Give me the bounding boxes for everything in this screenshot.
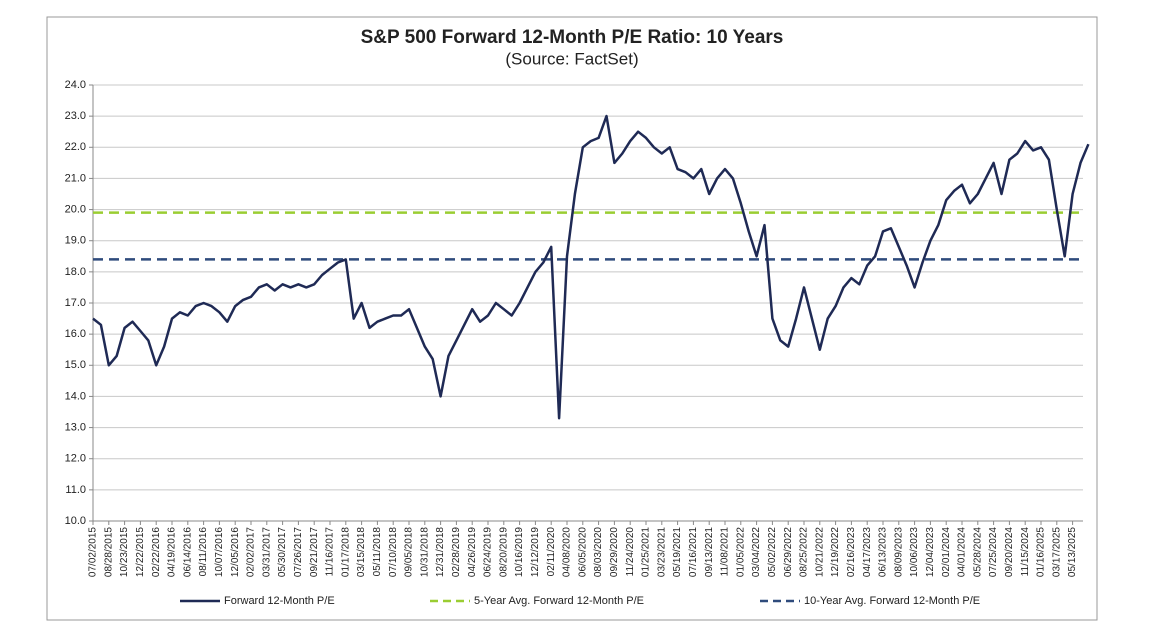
y-tick-label: 14.0 bbox=[65, 390, 86, 402]
x-tick-label: 10/16/2019 bbox=[514, 527, 525, 577]
x-tick-label: 03/31/2017 bbox=[261, 527, 272, 577]
x-tick-label: 10/06/2023 bbox=[909, 527, 920, 577]
x-tick-label: 01/05/2022 bbox=[735, 527, 746, 577]
y-tick-label: 22.0 bbox=[65, 141, 86, 153]
x-tick-label: 08/28/2015 bbox=[103, 527, 114, 577]
x-tick-label: 04/26/2019 bbox=[467, 527, 478, 577]
x-tick-label: 06/14/2016 bbox=[182, 527, 193, 577]
y-tick-label: 12.0 bbox=[65, 453, 86, 465]
x-tick-label: 01/17/2018 bbox=[340, 527, 351, 577]
x-tick-label: 03/04/2022 bbox=[751, 527, 762, 577]
x-tick-label: 07/26/2017 bbox=[293, 527, 304, 577]
x-tick-label: 11/15/2024 bbox=[1020, 527, 1031, 577]
x-tick-label: 10/23/2015 bbox=[119, 527, 130, 577]
x-tick-label: 02/01/2024 bbox=[941, 527, 952, 577]
x-tick-label: 10/07/2016 bbox=[214, 527, 225, 577]
y-tick-label: 18.0 bbox=[65, 266, 86, 278]
x-tick-label: 05/13/2025 bbox=[1067, 527, 1078, 577]
x-tick-label: 07/25/2024 bbox=[988, 527, 999, 577]
x-tick-label: 07/16/2021 bbox=[688, 527, 699, 577]
chart-title: S&P 500 Forward 12-Month P/E Ratio: 10 Y… bbox=[361, 27, 784, 48]
y-tick-label: 19.0 bbox=[65, 235, 86, 247]
x-tick-label: 08/25/2022 bbox=[799, 527, 810, 577]
x-tick-label: 07/02/2015 bbox=[88, 527, 99, 577]
x-tick-label: 12/19/2022 bbox=[830, 527, 841, 577]
chart-frame bbox=[46, 16, 1098, 621]
x-tick-label: 11/24/2020 bbox=[625, 527, 636, 577]
x-tick-label: 05/19/2021 bbox=[672, 527, 683, 577]
y-tick-label: 16.0 bbox=[65, 328, 86, 340]
x-tick-label: 09/20/2024 bbox=[1004, 527, 1015, 577]
y-tick-label: 15.0 bbox=[65, 359, 86, 371]
series-line bbox=[92, 114, 1090, 420]
x-tick-label: 12/22/2015 bbox=[135, 527, 146, 577]
x-tick-label: 08/20/2019 bbox=[498, 527, 509, 577]
x-tick-label: 06/29/2022 bbox=[783, 527, 794, 577]
x-tick-label: 07/10/2018 bbox=[388, 527, 399, 577]
x-tick-label: 09/29/2020 bbox=[609, 527, 620, 577]
x-tick-label: 03/17/2025 bbox=[1051, 527, 1062, 577]
x-tick-label: 02/28/2019 bbox=[451, 527, 462, 577]
chart-subtitle: (Source: FactSet) bbox=[505, 49, 638, 68]
x-tick-label: 05/11/2018 bbox=[372, 527, 383, 577]
x-tick-label: 04/08/2020 bbox=[562, 527, 573, 577]
x-tick-label: 10/21/2022 bbox=[814, 527, 825, 577]
x-tick-label: 05/30/2017 bbox=[277, 527, 288, 577]
x-tick-label: 02/11/2020 bbox=[546, 527, 557, 577]
x-tick-label: 09/13/2021 bbox=[704, 527, 715, 577]
x-tick-label: 04/17/2023 bbox=[862, 527, 873, 577]
x-tick-label: 02/02/2017 bbox=[246, 527, 257, 577]
y-tick-label: 20.0 bbox=[65, 203, 86, 215]
x-tick-label: 11/16/2017 bbox=[325, 527, 336, 577]
x-tick-label: 12/31/2018 bbox=[435, 527, 446, 577]
x-tick-label: 04/19/2016 bbox=[167, 527, 178, 577]
x-tick-label: 11/08/2021 bbox=[720, 527, 731, 577]
x-tick-label: 05/28/2024 bbox=[972, 527, 983, 577]
x-tick-label: 08/03/2020 bbox=[593, 527, 604, 577]
x-tick-label: 12/05/2016 bbox=[230, 527, 241, 577]
x-tick-label: 10/31/2018 bbox=[419, 527, 430, 577]
x-tick-label: 08/11/2016 bbox=[198, 527, 209, 577]
x-tick-label: 06/24/2019 bbox=[483, 527, 494, 577]
x-tick-label: 06/05/2020 bbox=[577, 527, 588, 577]
x-tick-label: 12/04/2023 bbox=[925, 527, 936, 577]
y-tick-label: 23.0 bbox=[65, 110, 86, 122]
y-tick-label: 10.0 bbox=[65, 515, 86, 527]
y-tick-label: 21.0 bbox=[65, 172, 86, 184]
y-tick-label: 24.0 bbox=[65, 79, 86, 91]
x-tick-label: 02/16/2023 bbox=[846, 527, 857, 577]
x-tick-label: 12/12/2019 bbox=[530, 527, 541, 577]
x-tick-label: 04/01/2024 bbox=[957, 527, 968, 577]
legend-label: 5-Year Avg. Forward 12-Month P/E bbox=[474, 595, 644, 607]
y-tick-label: 13.0 bbox=[65, 421, 86, 433]
x-tick-label: 03/15/2018 bbox=[356, 527, 367, 577]
x-tick-label: 02/22/2016 bbox=[151, 527, 162, 577]
x-tick-label: 09/21/2017 bbox=[309, 527, 320, 577]
x-tick-label: 01/16/2025 bbox=[1036, 527, 1047, 577]
x-tick-label: 03/23/2021 bbox=[656, 527, 667, 577]
x-tick-label: 06/13/2023 bbox=[878, 527, 889, 577]
x-tick-label: 01/25/2021 bbox=[641, 527, 652, 577]
x-tick-label: 05/02/2022 bbox=[767, 527, 778, 577]
y-tick-label: 11.0 bbox=[65, 484, 86, 496]
legend-label: 10-Year Avg. Forward 12-Month P/E bbox=[804, 595, 980, 607]
legend-label: Forward 12-Month P/E bbox=[224, 595, 335, 607]
x-tick-label: 08/09/2023 bbox=[893, 527, 904, 577]
x-tick-label: 09/05/2018 bbox=[404, 527, 415, 577]
y-tick-label: 17.0 bbox=[65, 297, 86, 309]
